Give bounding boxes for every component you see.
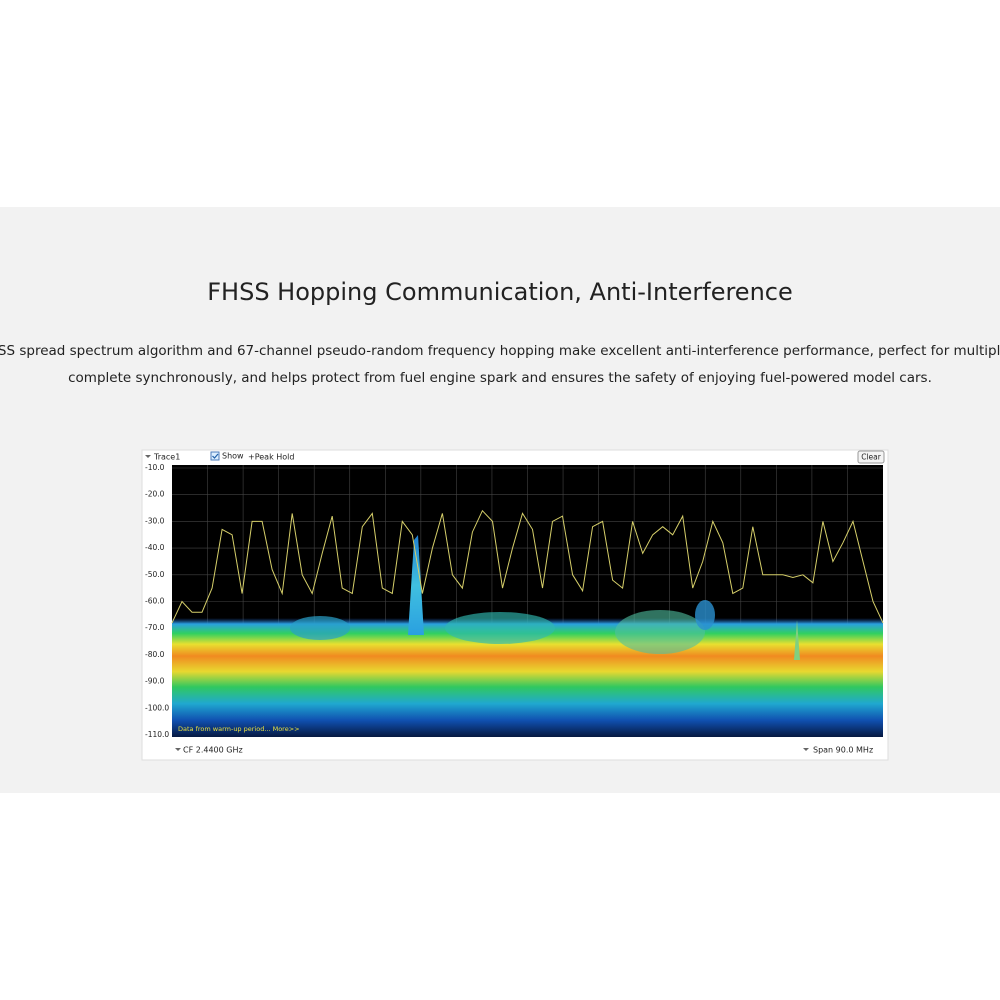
y-tick-label: -70.0: [145, 623, 165, 632]
signal-bump: [615, 610, 705, 654]
peak-hold-trace: [171, 509, 884, 624]
description-line: complete synchronously, and helps protec…: [68, 370, 932, 386]
collapse-icon: [145, 455, 151, 458]
signal-bump: [445, 612, 555, 644]
y-tick-label: -50.0: [145, 570, 165, 579]
signal-spike: [794, 620, 800, 660]
trace-label: Trace1: [153, 453, 180, 462]
show-checkbox[interactable]: [210, 451, 220, 461]
show-label: Show: [222, 452, 244, 461]
clear-button[interactable]: [857, 450, 885, 464]
y-tick-label: -60.0: [145, 597, 165, 606]
y-axis: -10.0 -20.0 -30.0 -40.0 -50.0 -60.0 -70.0 -80.0…: [145, 463, 169, 739]
y-tick-label: -110.0: [145, 730, 169, 739]
warmup-notice[interactable]: Data from warm-up period... More>>: [178, 725, 300, 733]
cf-icon: [175, 748, 181, 751]
checkmark: [212, 453, 219, 459]
y-tick-label: -100.0: [145, 703, 169, 712]
span-icon: [803, 748, 809, 751]
section-title: FHSS Hopping Communication, Anti-Interfe…: [207, 278, 793, 306]
y-tick-label: -10.0: [145, 463, 165, 472]
y-tick-label: -80.0: [145, 650, 165, 659]
clear-button-label[interactable]: Clear: [861, 453, 882, 462]
y-tick-label: -30.0: [145, 516, 165, 525]
description-line: FHSS spread spectrum algorithm and 67-ch…: [0, 343, 1000, 359]
peak-hold-label: +Peak Hold: [248, 453, 294, 462]
signal-spike: [408, 535, 424, 635]
signal-bump: [290, 616, 350, 640]
y-tick-label: -20.0: [145, 490, 165, 499]
signal-bump: [695, 600, 715, 630]
y-tick-label: -90.0: [145, 677, 165, 686]
span-label: Span 90.0 MHz: [813, 746, 873, 755]
y-tick-label: -40.0: [145, 543, 165, 552]
cf-label: CF 2.4400 GHz: [183, 746, 243, 755]
